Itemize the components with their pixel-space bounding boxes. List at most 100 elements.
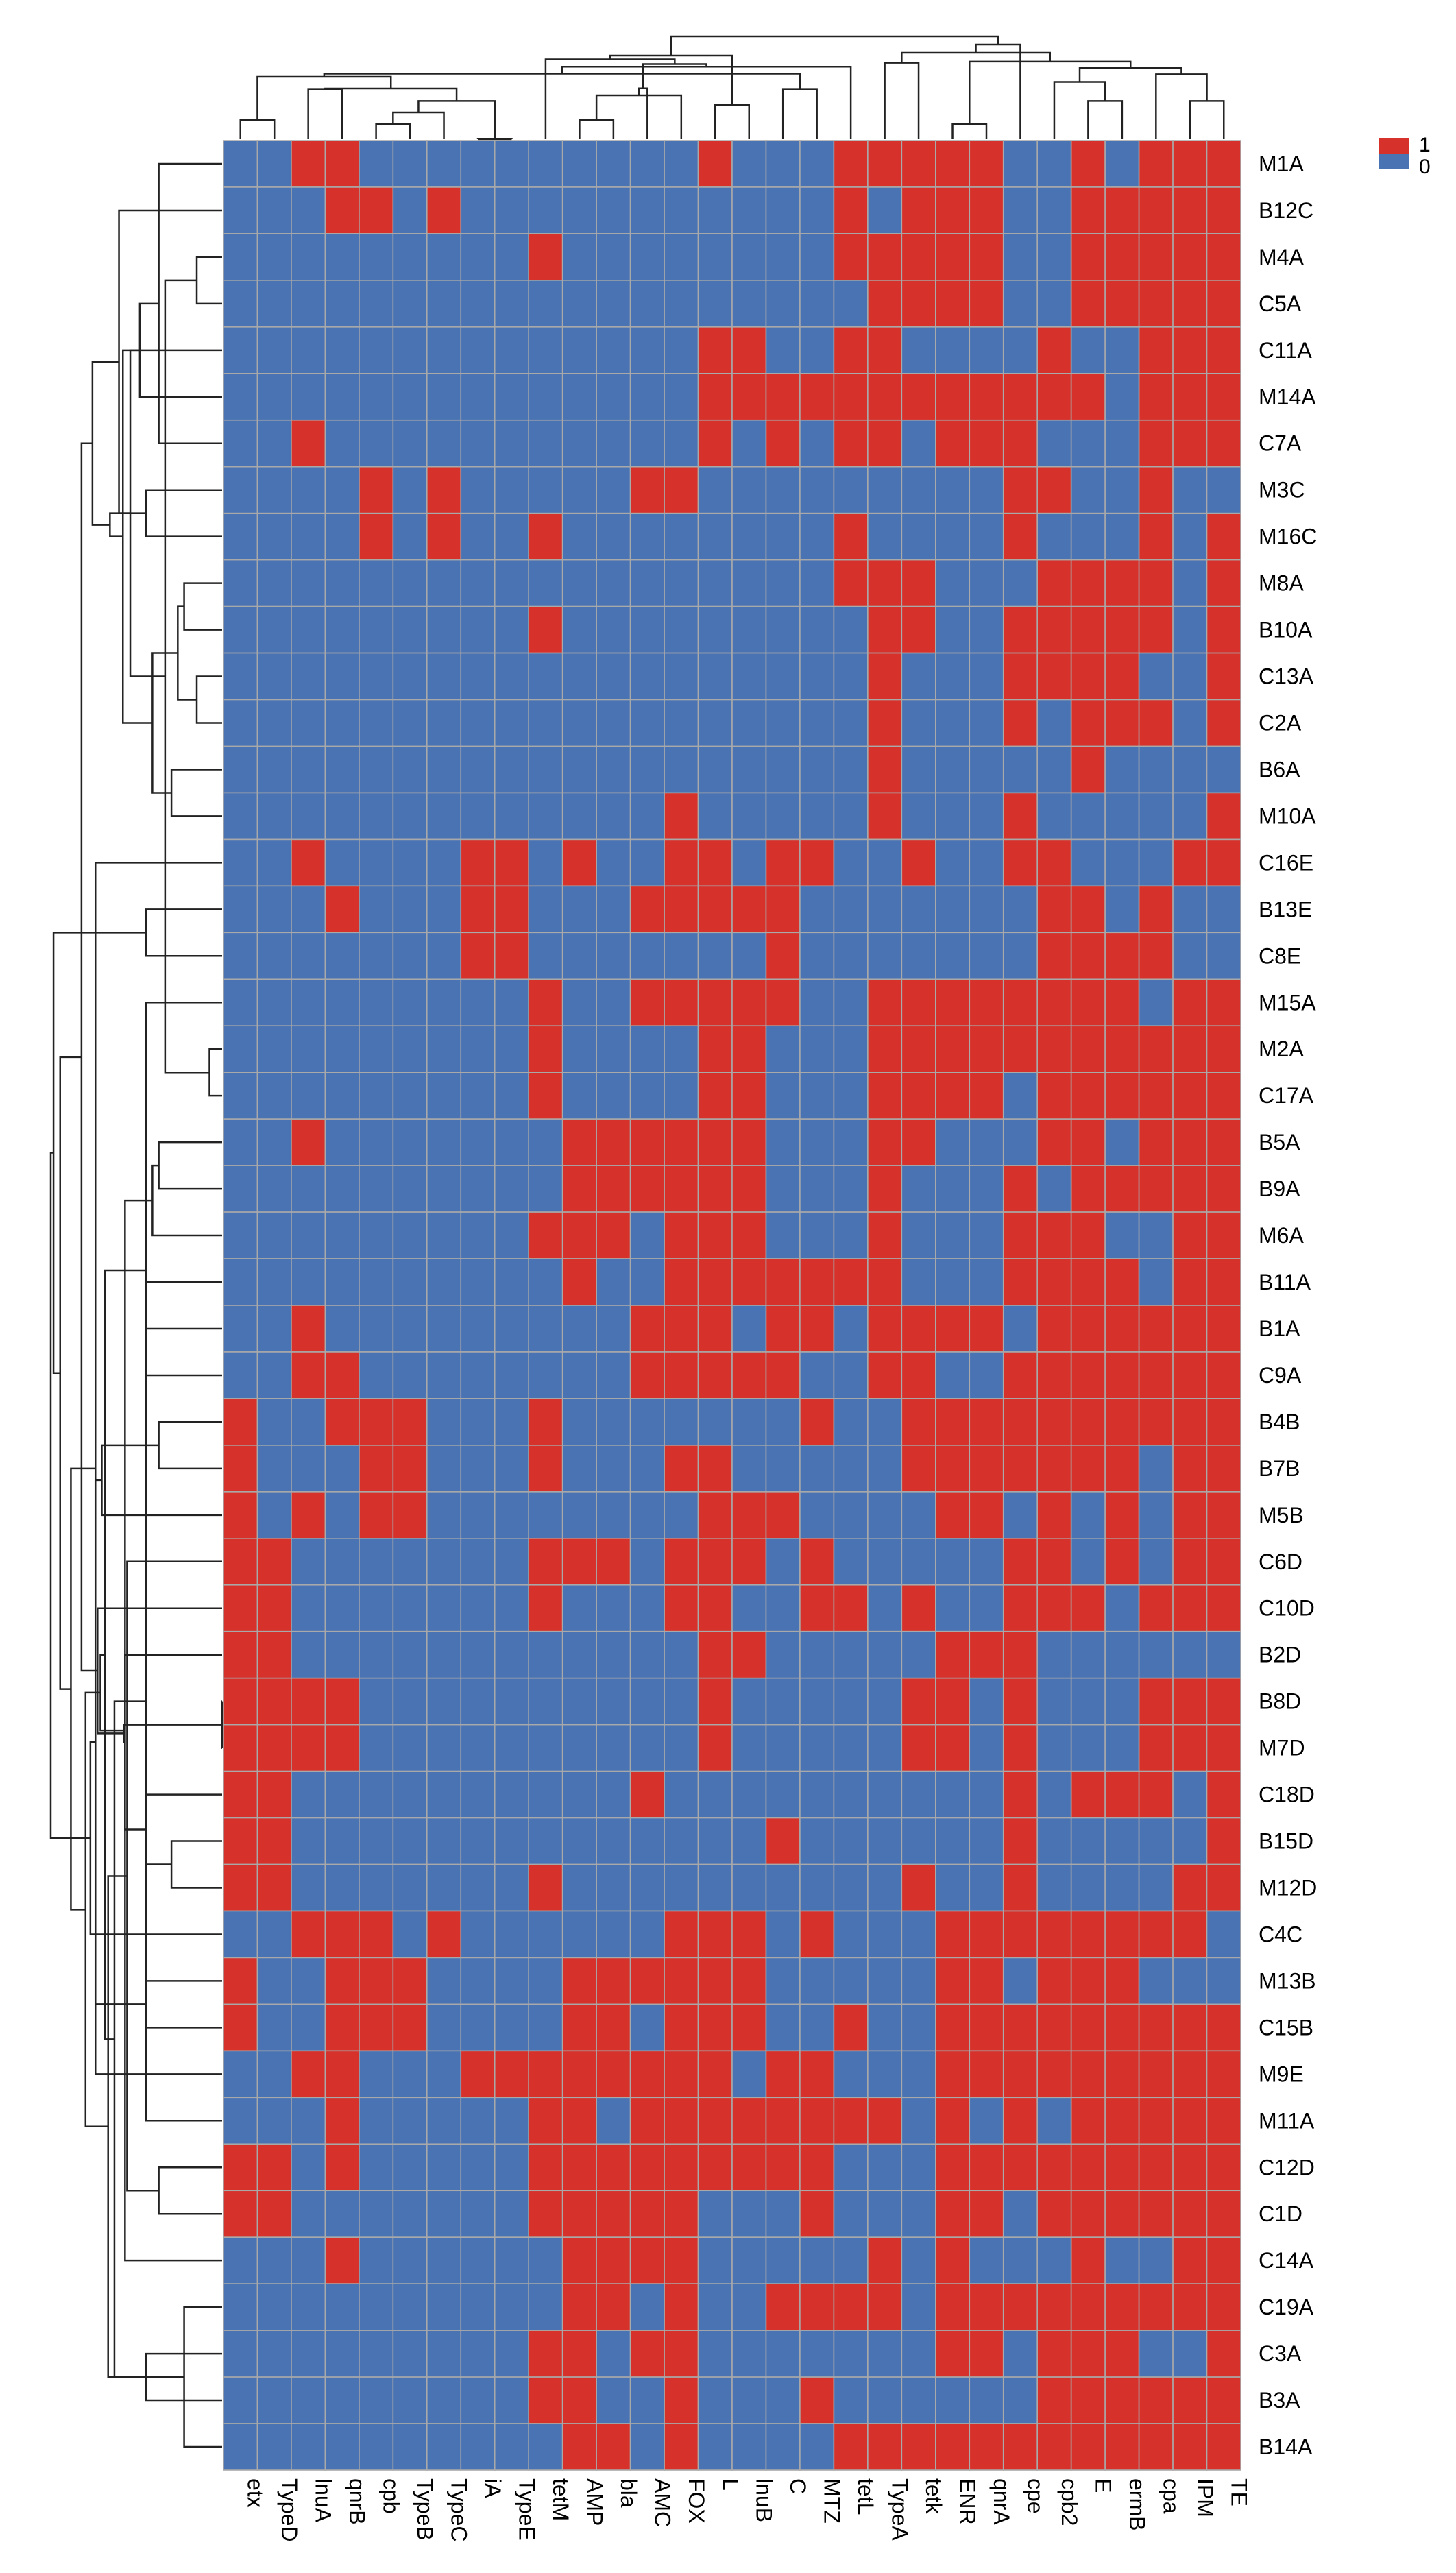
heatmap-cell [731,1072,767,1120]
heatmap-cell [935,1910,971,1959]
dendrogram-link [124,1654,222,1831]
heatmap-cell [1036,2283,1072,2331]
heatmap-cell [1138,652,1174,701]
heatmap-cell [291,1445,326,1493]
column-label: cpb [379,2478,404,2514]
column-label: tetL [853,2478,878,2515]
heatmap-cell [1206,466,1241,514]
heatmap-cell [731,932,767,980]
heatmap-cell [1172,1724,1208,1772]
heatmap-cell [833,1211,869,1259]
heatmap-cell [833,1957,869,2005]
heatmap-cell [460,1258,496,1306]
heatmap-cell [697,1584,733,1632]
dendrogram-link [151,1164,222,1237]
heatmap-cell [1206,372,1241,421]
dendrogram-link [170,769,222,817]
heatmap-cell [426,372,462,421]
heatmap-cell [629,1957,665,2005]
heatmap-cell [765,1211,801,1259]
heatmap-cell [1172,745,1208,794]
heatmap-cell [969,699,1004,747]
row-label: M4A [1259,245,1304,269]
heatmap-cell [1104,1584,1140,1632]
heatmap-cells [223,140,1241,2471]
heatmap-cell [223,326,258,374]
heatmap-cell [867,1258,903,1306]
heatmap-cell [460,2190,496,2238]
heatmap-cell [1172,140,1208,188]
heatmap-cell [324,1957,360,2005]
heatmap-cell [765,1165,801,1213]
heatmap-cell [901,1491,936,1539]
heatmap-cell [867,466,903,514]
heatmap-cell [256,1910,292,1959]
heatmap-cell [256,605,292,654]
heatmap-cell [765,372,801,421]
heatmap-cell [833,1025,869,1073]
heatmap-cell [426,978,462,1027]
heatmap-cell [664,1677,699,1726]
heatmap-cell [1036,1165,1072,1213]
heatmap-cell [1002,2097,1038,2145]
heatmap-cell [1172,2283,1208,2331]
heatmap-cell [629,419,665,468]
heatmap-cell [697,233,733,281]
heatmap-cell [629,2097,665,2145]
heatmap-cell [460,1910,496,1959]
heatmap-cell [256,1863,292,1912]
heatmap-cell [867,1817,903,1865]
heatmap-cell [561,1677,597,1726]
heatmap-cell [731,1258,767,1306]
heatmap-cell [223,2330,258,2378]
heatmap-cell [223,2003,258,2052]
heatmap-cell [867,2330,903,2378]
heatmap-cell [935,280,971,328]
row-label: B14A [1259,2435,1313,2459]
heatmap-cell [392,1165,428,1213]
heatmap-cell [528,1584,563,1632]
heatmap-cell [969,1305,1004,1353]
heatmap-cell [460,1630,496,1679]
heatmap-cell [664,792,699,841]
column-label: cpb2 [1057,2478,1082,2526]
heatmap-cell [1206,745,1241,794]
heatmap-cell [867,1584,903,1632]
heatmap-cell [359,1445,394,1493]
heatmap-cell [324,932,360,980]
heatmap-cell [833,2423,869,2471]
heatmap-cell [901,1677,936,1726]
heatmap-cell [596,326,631,374]
heatmap-cell [1036,512,1072,561]
heatmap-cell [1206,652,1241,701]
heatmap-cell [935,1211,971,1259]
heatmap-cell [901,2236,936,2284]
heatmap-cell [1138,2190,1174,2238]
heatmap-cell [731,1817,767,1865]
heatmap-cell [664,280,699,328]
heatmap-cell [1138,1118,1174,1166]
heatmap-cell [731,1584,767,1632]
heatmap-cell [1172,2236,1208,2284]
heatmap-cell [969,2236,1004,2284]
heatmap-cell [1138,1025,1174,1073]
heatmap-cell [359,1072,394,1120]
heatmap-cell [291,1118,326,1166]
heatmap-cell [765,419,801,468]
heatmap-cell [969,1351,1004,1399]
heatmap-cell [1002,1584,1038,1632]
heatmap-cell [629,372,665,421]
heatmap-cell [731,2423,767,2471]
heatmap-cell [664,233,699,281]
heatmap-cell [901,932,936,980]
heatmap-cell [1172,1118,1208,1166]
heatmap-cell [765,1025,801,1073]
heatmap-cell [664,1445,699,1493]
heatmap-cell [596,1863,631,1912]
heatmap-cell [1138,372,1174,421]
heatmap-cell [528,1258,563,1306]
column-label: qnrB [345,2478,369,2525]
row-label: C17A [1259,1083,1314,1108]
heatmap-cell [833,186,869,234]
heatmap-cell [392,1910,428,1959]
